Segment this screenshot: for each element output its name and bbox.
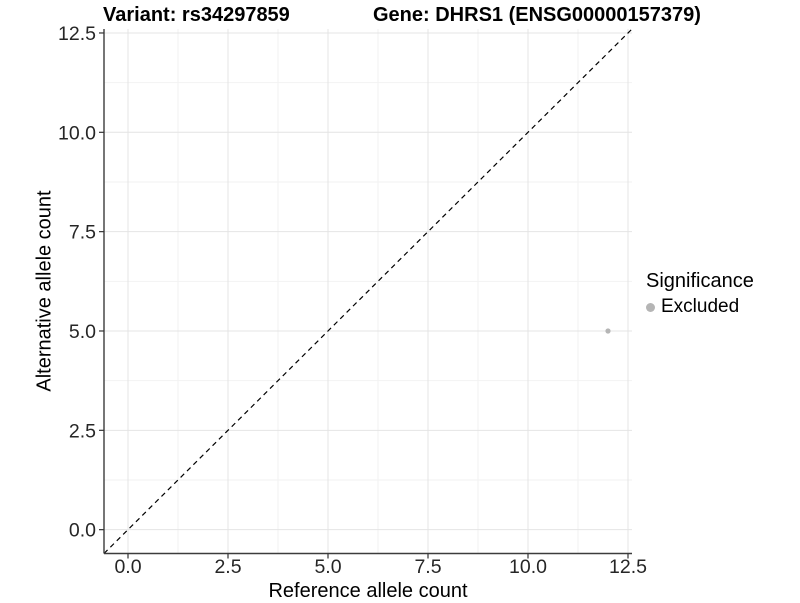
y-tick-label: 0.0	[69, 520, 96, 542]
data-point	[605, 328, 611, 334]
legend-point-icon	[646, 302, 655, 312]
y-axis-title: Alternative allele count	[33, 190, 56, 392]
legend-title: Significance	[646, 270, 754, 292]
x-tick-label: 0.0	[114, 556, 141, 578]
y-tick-label: 7.5	[69, 222, 96, 244]
legend-item-excluded: Excluded	[646, 296, 754, 318]
legend-item-label: Excluded	[661, 296, 740, 317]
identity-line	[103, 28, 633, 554]
legend: Significance Excluded	[646, 270, 754, 318]
y-tick-label: 12.5	[58, 23, 96, 45]
x-axis-title: Reference allele count	[268, 580, 468, 602]
x-tick-label: 12.5	[609, 556, 647, 578]
y-tick-label: 10.0	[58, 122, 96, 144]
x-tick-label: 2.5	[214, 556, 241, 578]
x-tick-label: 5.0	[314, 556, 341, 578]
plot-title-gene: Gene: DHRS1 (ENSG00000157379)	[373, 4, 701, 26]
y-tick-label: 5.0	[69, 321, 96, 343]
x-tick-label: 10.0	[509, 556, 547, 578]
y-tick-label: 2.5	[69, 420, 96, 442]
plot-title-variant: Variant: rs34297859	[103, 4, 290, 26]
x-tick-label: 7.5	[414, 556, 441, 578]
